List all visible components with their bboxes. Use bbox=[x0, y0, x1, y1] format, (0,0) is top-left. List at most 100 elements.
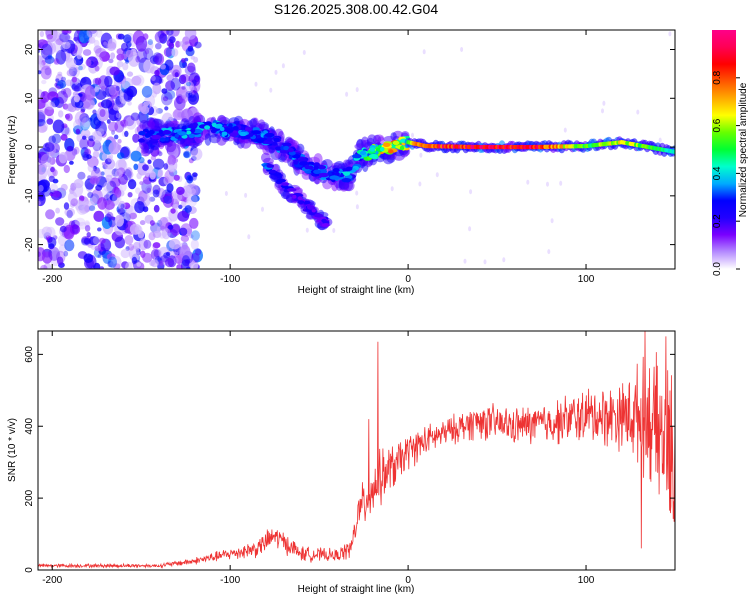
noise-blob bbox=[134, 201, 145, 214]
noise-blob bbox=[547, 249, 551, 255]
noise-blob bbox=[170, 77, 181, 91]
ridge-cell bbox=[273, 137, 280, 142]
noise-blob bbox=[112, 104, 120, 111]
noise-blob bbox=[171, 48, 179, 57]
noise-blob bbox=[668, 31, 672, 37]
noise-blob bbox=[74, 111, 87, 126]
noise-blob bbox=[190, 239, 199, 250]
ridge-cell bbox=[245, 127, 253, 132]
noise-blob bbox=[180, 234, 190, 243]
noise-blob bbox=[166, 74, 175, 82]
x-tick-label: 0 bbox=[405, 575, 411, 586]
noise-blob bbox=[123, 34, 132, 44]
noise-blob bbox=[93, 210, 105, 222]
noise-blob bbox=[135, 187, 141, 194]
noise-blob bbox=[602, 100, 606, 106]
ridge-cell bbox=[181, 125, 187, 131]
ridge-cell bbox=[162, 130, 172, 135]
noise-blob bbox=[502, 257, 506, 263]
ridge-cell bbox=[174, 133, 179, 138]
noise-blob bbox=[55, 38, 64, 46]
noise-blob bbox=[84, 85, 96, 101]
ridge-halo bbox=[216, 134, 227, 146]
noise-blob bbox=[152, 242, 159, 250]
noise-blob bbox=[161, 88, 168, 94]
noise-blob bbox=[94, 86, 100, 93]
noise-blob bbox=[165, 257, 175, 268]
ridge-cell bbox=[271, 141, 278, 146]
noise-blob bbox=[84, 220, 90, 226]
noise-blob bbox=[115, 159, 128, 173]
noise-blob bbox=[186, 266, 191, 269]
ridge-cell bbox=[145, 133, 151, 138]
noise-blob bbox=[92, 78, 99, 86]
noise-blob bbox=[64, 207, 75, 217]
noise-blob bbox=[84, 148, 91, 156]
ridge-cell bbox=[248, 132, 254, 137]
noise-blob bbox=[101, 162, 106, 166]
noise-blob bbox=[178, 227, 188, 236]
ridge-cell bbox=[313, 162, 321, 167]
noise-blob bbox=[40, 264, 48, 269]
noise-blob bbox=[135, 56, 141, 63]
ridge-halo bbox=[250, 117, 259, 130]
ridge-cell bbox=[293, 160, 299, 165]
noise-blob bbox=[164, 169, 175, 184]
noise-blob bbox=[172, 69, 181, 78]
noise-blob bbox=[97, 254, 102, 259]
noise-blob bbox=[106, 253, 116, 261]
noise-blob bbox=[55, 78, 60, 82]
noise-blob bbox=[125, 59, 130, 64]
noise-blob bbox=[58, 152, 68, 164]
noise-blob bbox=[154, 69, 160, 77]
y-tick-label: 20 bbox=[24, 44, 35, 56]
noise-blob bbox=[162, 193, 174, 208]
noise-blob bbox=[140, 250, 146, 258]
noise-blob bbox=[463, 258, 467, 264]
noise-blob bbox=[104, 75, 113, 88]
noise-blob bbox=[63, 202, 70, 210]
noise-blob bbox=[86, 232, 91, 238]
noise-blob bbox=[59, 225, 67, 233]
noise-blob bbox=[108, 141, 121, 155]
noise-blob bbox=[73, 146, 80, 155]
y-tick-label: 200 bbox=[24, 489, 35, 506]
ridge-cell bbox=[297, 196, 303, 201]
noise-blob bbox=[164, 106, 169, 111]
noise-blob bbox=[173, 204, 179, 210]
noise-blob bbox=[105, 84, 116, 97]
noise-blob bbox=[133, 163, 139, 170]
noise-blob bbox=[108, 85, 118, 96]
snr-ticks: -200 -100 0 100 0 200 400 600 bbox=[24, 331, 675, 586]
noise-blob bbox=[62, 87, 72, 98]
ridge-cell bbox=[343, 171, 351, 176]
noise-blob bbox=[107, 155, 112, 163]
noise-blob bbox=[165, 80, 176, 91]
noise-blob bbox=[188, 158, 194, 164]
noise-blob bbox=[181, 86, 186, 90]
noise-blob bbox=[468, 226, 472, 232]
noise-blob bbox=[48, 135, 56, 145]
y-tick-label: 0 bbox=[24, 567, 35, 573]
noise-blob bbox=[46, 34, 54, 40]
ridge-halo bbox=[344, 180, 355, 192]
noise-blob bbox=[163, 163, 169, 170]
noise-blob bbox=[177, 250, 183, 255]
noise-blob bbox=[139, 220, 146, 226]
noise-blob bbox=[109, 177, 121, 188]
noise-blob bbox=[82, 49, 92, 56]
ridge-cell bbox=[314, 213, 324, 218]
ridge-cell bbox=[318, 165, 327, 170]
ridge-cell bbox=[266, 164, 275, 168]
noise-blob bbox=[261, 206, 264, 212]
noise-blob bbox=[78, 65, 83, 71]
ridge-cell bbox=[382, 142, 391, 147]
noise-blob bbox=[38, 89, 43, 99]
noise-blob bbox=[118, 200, 126, 211]
noise-blob bbox=[167, 154, 176, 166]
noise-blob bbox=[93, 149, 100, 157]
noise-blob bbox=[60, 76, 66, 82]
noise-blob bbox=[114, 189, 122, 198]
ridge-cell bbox=[288, 154, 293, 160]
noise-blob bbox=[79, 137, 89, 150]
